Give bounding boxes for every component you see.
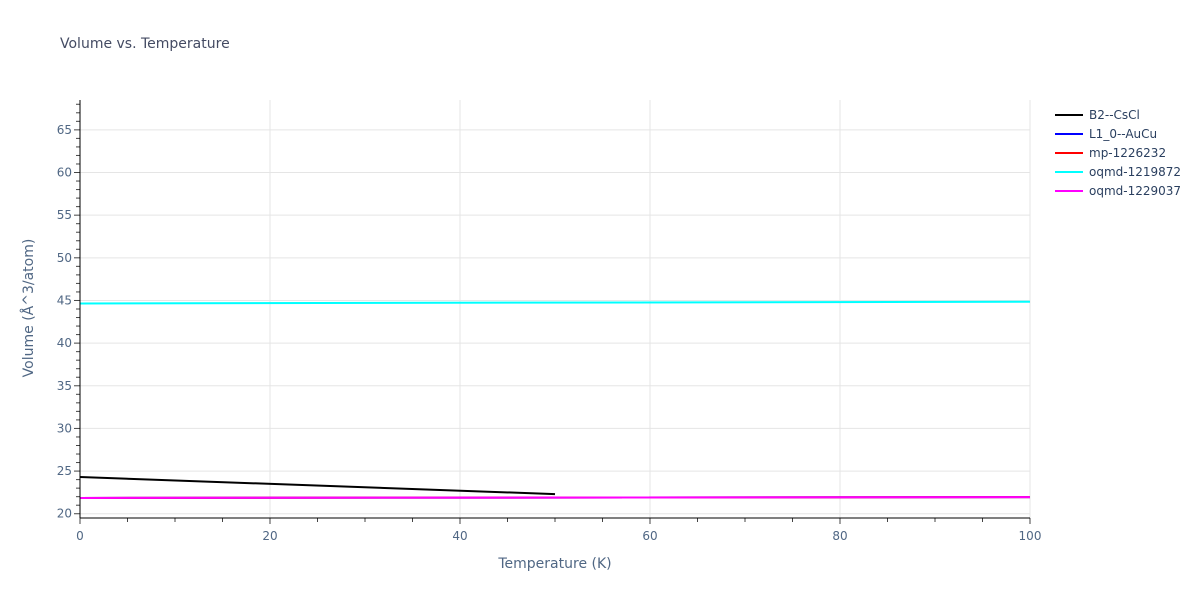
legend-label: oqmd-1219872 (1089, 165, 1181, 179)
y-tick-label: 40 (57, 336, 72, 350)
x-tick-label: 80 (832, 529, 847, 543)
data-series (79, 300, 1031, 499)
legend-item[interactable]: oqmd-1219872 (1055, 165, 1181, 179)
legend-item[interactable]: B2--CsCl (1055, 108, 1140, 122)
legend-item[interactable]: mp-1226232 (1055, 146, 1166, 160)
series-line-B2--CsCl (79, 476, 556, 496)
series-line-oqmd-1229037 (79, 496, 1031, 499)
gridlines (80, 100, 1031, 518)
y-tick-label: 25 (57, 464, 72, 478)
x-tick-label: 100 (1019, 529, 1042, 543)
y-tick-label: 60 (57, 166, 72, 180)
legend-label: B2--CsCl (1089, 108, 1140, 122)
y-tick-label: 20 (57, 507, 72, 521)
legend-item[interactable]: oqmd-1229037 (1055, 184, 1181, 198)
legend-label: L1_0--AuCu (1089, 127, 1157, 141)
x-tick-label: 0 (76, 529, 84, 543)
series-line-oqmd-1219872 (79, 300, 1031, 305)
x-tick-label: 40 (452, 529, 467, 543)
y-tick-label: 45 (57, 293, 72, 307)
x-axis-title: Temperature (K) (497, 556, 611, 572)
y-tick-label: 30 (57, 421, 72, 435)
axes: 0 20 40 60 80 100 20 25 30 35 40 45 50 55 60 65 (57, 100, 1042, 543)
chart-title: Volume vs. Temperature (60, 36, 230, 52)
legend-label: mp-1226232 (1089, 146, 1166, 160)
y-tick-label: 50 (57, 251, 72, 265)
x-tick-label: 60 (642, 529, 657, 543)
y-tick-label: 65 (57, 123, 72, 137)
y-tick-label: 35 (57, 379, 72, 393)
x-tick-label: 20 (262, 529, 277, 543)
y-axis-title: Volume (Å^3/atom) (20, 239, 37, 378)
legend-label: oqmd-1229037 (1089, 184, 1181, 198)
legend-item[interactable]: L1_0--AuCu (1055, 127, 1157, 141)
legend: B2--CsCl L1_0--AuCu mp-1226232 oqmd-1219872… (1055, 108, 1181, 198)
y-tick-label: 55 (57, 208, 72, 222)
